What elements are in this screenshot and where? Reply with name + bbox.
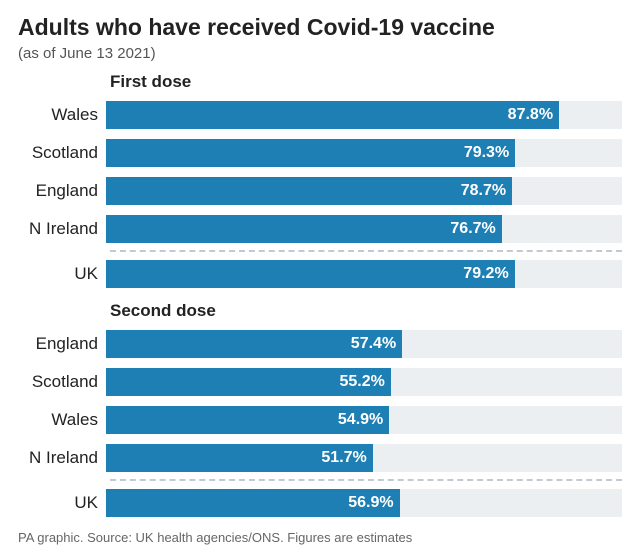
- bar-fill: 79.3%: [106, 139, 515, 167]
- bar-track: 54.9%: [106, 406, 622, 434]
- bar-track: 79.3%: [106, 139, 622, 167]
- bar-track: 56.9%: [106, 489, 622, 517]
- bar-row: Wales 54.9%: [18, 403, 622, 437]
- bar-value: 56.9%: [348, 494, 393, 512]
- bar-value: 57.4%: [351, 335, 396, 353]
- bar-track: 51.7%: [106, 444, 622, 472]
- row-label: N Ireland: [18, 448, 106, 468]
- bar-row: N Ireland 51.7%: [18, 441, 622, 475]
- bar-track: 78.7%: [106, 177, 622, 205]
- bar-fill: 57.4%: [106, 330, 402, 358]
- row-label: Scotland: [18, 372, 106, 392]
- bar-row: N Ireland 76.7%: [18, 212, 622, 246]
- bar-track: 87.8%: [106, 101, 622, 129]
- row-label: England: [18, 181, 106, 201]
- section-divider: [110, 479, 622, 481]
- row-label: Wales: [18, 105, 106, 125]
- bar-row: UK 79.2%: [18, 257, 622, 291]
- row-label: UK: [18, 264, 106, 284]
- bar-fill: 54.9%: [106, 406, 389, 434]
- bar-value: 55.2%: [339, 373, 384, 391]
- section-title: First dose: [110, 72, 622, 92]
- bar-value: 76.7%: [450, 220, 495, 238]
- bar-value: 78.7%: [461, 182, 506, 200]
- bar-value: 79.3%: [464, 144, 509, 162]
- bar-value: 87.8%: [508, 106, 553, 124]
- section-title: Second dose: [110, 301, 622, 321]
- bar-row: UK 56.9%: [18, 486, 622, 520]
- bar-fill: 87.8%: [106, 101, 559, 129]
- row-label: England: [18, 334, 106, 354]
- bar-track: 76.7%: [106, 215, 622, 243]
- chart-body: First doseWales87.8%Scotland79.3%England…: [18, 72, 622, 520]
- bar-fill: 55.2%: [106, 368, 391, 396]
- bar-track: 57.4%: [106, 330, 622, 358]
- bar-fill: 79.2%: [106, 260, 515, 288]
- bar-row: Scotland 79.3%: [18, 136, 622, 170]
- chart-section: Second doseEngland 57.4% Scotland 55.2% Wale…: [18, 301, 622, 520]
- bar-row: Wales 87.8%: [18, 98, 622, 132]
- row-label: Wales: [18, 410, 106, 430]
- bar-value: 54.9%: [338, 411, 383, 429]
- bar-fill: 51.7%: [106, 444, 373, 472]
- bar-fill: 56.9%: [106, 489, 400, 517]
- bar-track: 79.2%: [106, 260, 622, 288]
- bar-row: England 78.7%: [18, 174, 622, 208]
- bar-value: 79.2%: [463, 265, 508, 283]
- bar-fill: 78.7%: [106, 177, 512, 205]
- bar-fill: 76.7%: [106, 215, 502, 243]
- bar-row: England 57.4%: [18, 327, 622, 361]
- section-divider: [110, 250, 622, 252]
- bar-row: Scotland 55.2%: [18, 365, 622, 399]
- chart-title: Adults who have received Covid-19 vaccin…: [18, 14, 622, 41]
- chart-section: First doseWales 87.8% Scotland 79.3% England…: [18, 72, 622, 291]
- bar-value: 51.7%: [321, 449, 366, 467]
- row-label: N Ireland: [18, 219, 106, 239]
- bar-track: 55.2%: [106, 368, 622, 396]
- row-label: UK: [18, 493, 106, 513]
- row-label: Scotland: [18, 143, 106, 163]
- chart-subtitle: (as of June 13 2021): [18, 45, 622, 62]
